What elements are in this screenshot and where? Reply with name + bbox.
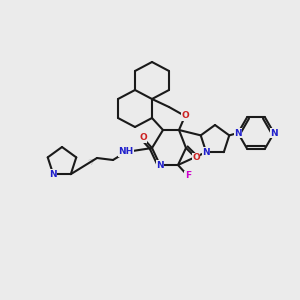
Text: N: N <box>202 148 210 157</box>
Text: N: N <box>270 128 278 137</box>
Text: O: O <box>181 112 189 121</box>
Text: O: O <box>139 134 147 142</box>
Text: N: N <box>156 160 164 169</box>
Text: F: F <box>185 172 191 181</box>
Text: N: N <box>234 128 242 137</box>
Text: N: N <box>50 169 57 178</box>
Text: O: O <box>192 154 200 163</box>
Text: NH: NH <box>118 148 134 157</box>
